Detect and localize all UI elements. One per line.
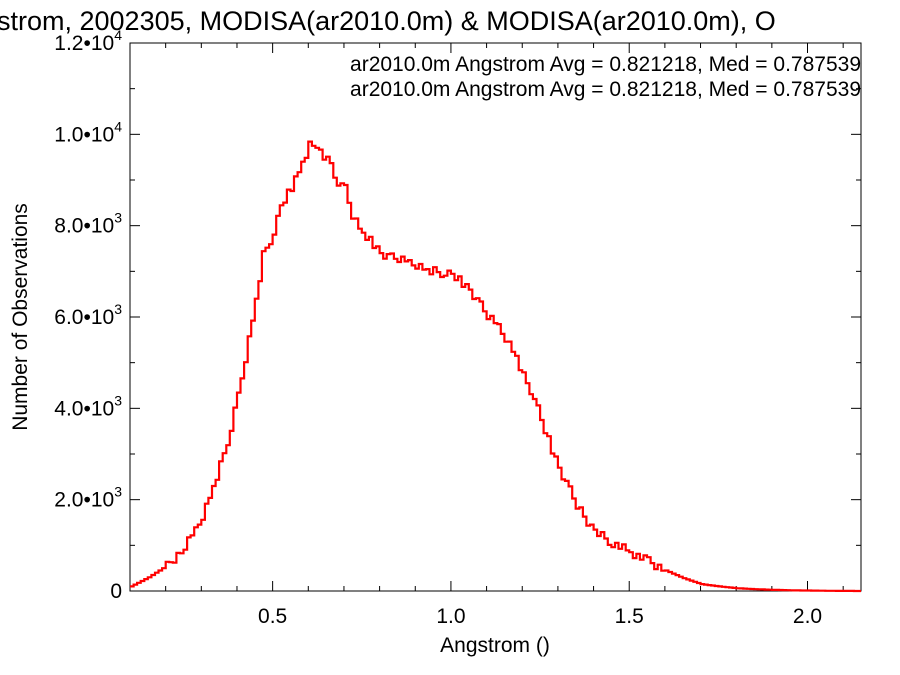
y-tick-label: 8.0•103 — [54, 210, 122, 238]
y-tick-label: 1.2•104 — [54, 27, 122, 55]
x-tick-label: 2.0 — [793, 605, 822, 628]
y-tick-exponent: 3 — [114, 210, 122, 226]
y-tick-exponent: 3 — [114, 301, 122, 317]
y-tick-exponent: 3 — [114, 392, 122, 408]
histogram-series — [130, 140, 861, 593]
y-tick-mantissa: 2.0•10 — [54, 489, 114, 512]
y-tick-mantissa: 0 — [110, 580, 122, 603]
y-tick-label: 0 — [110, 580, 122, 603]
y-tick-mantissa: 6.0•10 — [54, 306, 114, 329]
y-tick-label: 6.0•103 — [54, 301, 122, 329]
y-tick-label: 2.0•103 — [54, 484, 122, 512]
y-tick-labels: 02.0•1034.0•1036.0•1038.0•1031.0•1041.2•… — [54, 27, 122, 603]
chart-title: strom, 2002305, MODISA(ar2010.0m) & MODI… — [0, 6, 776, 36]
y-axis-label: Number of Observations — [9, 203, 32, 431]
plot-frame — [129, 42, 862, 592]
annotation-red: ar2010.0m Angstrom Avg = 0.821218, Med =… — [350, 78, 861, 101]
y-tick-mantissa: 1.2•10 — [54, 32, 114, 55]
y-tick-mantissa: 1.0•10 — [54, 123, 114, 146]
x-tick-label: 1.0 — [436, 605, 465, 628]
y-tick-label: 1.0•104 — [54, 118, 122, 146]
y-tick-exponent: 4 — [114, 118, 122, 134]
x-axis-label: Angstrom () — [440, 634, 550, 657]
y-tick-exponent: 3 — [114, 484, 122, 500]
annotation-black: ar2010.0m Angstrom Avg = 0.821218, Med =… — [350, 53, 861, 76]
x-tick-label: 0.5 — [258, 605, 287, 628]
y-tick-mantissa: 4.0•10 — [54, 397, 114, 420]
y-tick-label: 4.0•103 — [54, 392, 122, 420]
axis-ticks — [129, 42, 861, 592]
x-tick-label: 1.5 — [615, 605, 644, 628]
y-tick-exponent: 4 — [114, 27, 122, 43]
x-tick-labels: 0.5 1.0 1.5 2.0 — [258, 605, 822, 628]
y-tick-mantissa: 8.0•10 — [54, 215, 114, 238]
